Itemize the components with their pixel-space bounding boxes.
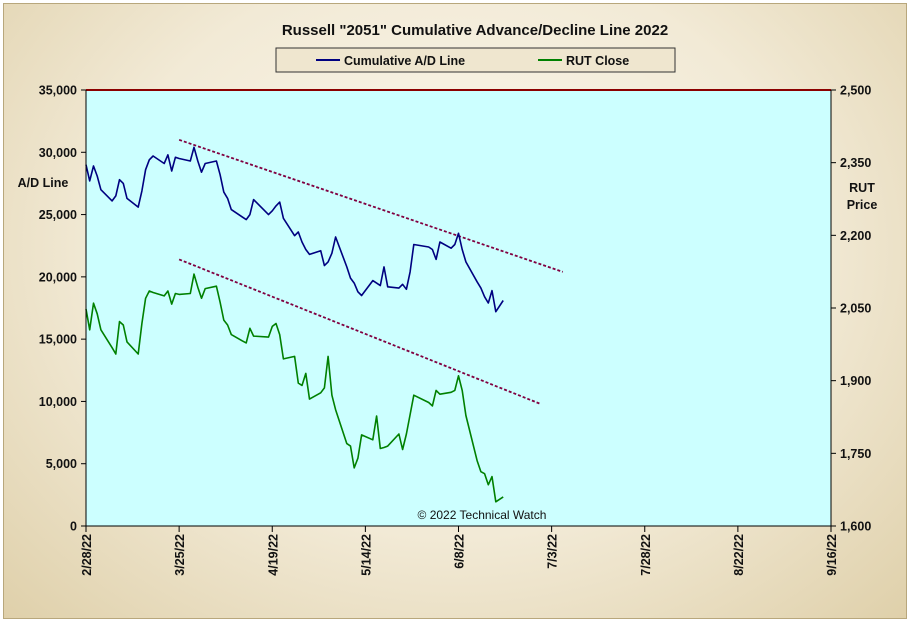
x-tick-label: 7/28/22 <box>639 534 653 576</box>
legend: Cumulative A/D Line RUT Close <box>275 47 676 73</box>
left-tick-label: 20,000 <box>39 270 77 284</box>
left-tick-label: 5,000 <box>46 457 77 471</box>
left-tick-label: 30,000 <box>39 146 77 160</box>
left-tick-label: 15,000 <box>39 333 77 347</box>
left-axis-ticks: 0 5,000 10,000 15,000 20,000 25,000 30,000 35,0… <box>39 84 86 534</box>
x-tick-label: 2/28/22 <box>80 534 94 576</box>
series-lines <box>85 146 504 503</box>
x-tick-label: 5/14/22 <box>359 534 373 576</box>
right-axis-ticks: 1,600 1,750 1,900 2,050 2,200 2,350 2,500 <box>831 84 871 534</box>
plot-area <box>86 90 831 526</box>
ad-line-series <box>85 146 504 313</box>
x-axis-ticks: 2/28/22 3/25/22 4/19/22 5/14/22 6/8/22 7/3/22… <box>80 526 839 576</box>
legend-label-rut: RUT Close <box>566 54 629 68</box>
rut-close-series <box>85 273 504 503</box>
x-tick-label: 6/8/22 <box>453 534 467 569</box>
trend-line <box>178 138 564 273</box>
right-tick-label: 2,500 <box>840 84 871 98</box>
right-tick-label: 1,900 <box>840 374 871 388</box>
chart-title: Russell "2051" Cumulative Advance/Declin… <box>282 22 668 39</box>
trend-lines <box>178 138 564 405</box>
left-tick-label: 0 <box>70 520 77 534</box>
legend-label-ad: Cumulative A/D Line <box>344 54 465 68</box>
x-tick-label: 9/16/22 <box>825 534 839 576</box>
copyright-annotation: © 2022 Technical Watch <box>418 508 547 522</box>
right-tick-label: 1,600 <box>840 520 871 534</box>
x-tick-label: 7/3/22 <box>546 534 560 569</box>
legend-box <box>275 47 676 73</box>
x-tick-label: 8/22/22 <box>732 534 746 576</box>
right-axis-label-line1: RUT <box>849 181 875 195</box>
right-tick-label: 1,750 <box>840 447 871 461</box>
right-tick-label: 2,200 <box>840 229 871 243</box>
right-tick-label: 2,350 <box>840 156 871 170</box>
x-tick-label: 3/25/22 <box>173 534 187 576</box>
x-tick-label: 4/19/22 <box>266 534 280 576</box>
right-axis-label-line2: Price <box>847 198 878 212</box>
left-tick-label: 25,000 <box>39 208 77 222</box>
left-tick-label: 10,000 <box>39 395 77 409</box>
left-axis-label: A/D Line <box>18 176 69 190</box>
right-tick-label: 2,050 <box>840 302 871 316</box>
left-tick-label: 35,000 <box>39 84 77 98</box>
